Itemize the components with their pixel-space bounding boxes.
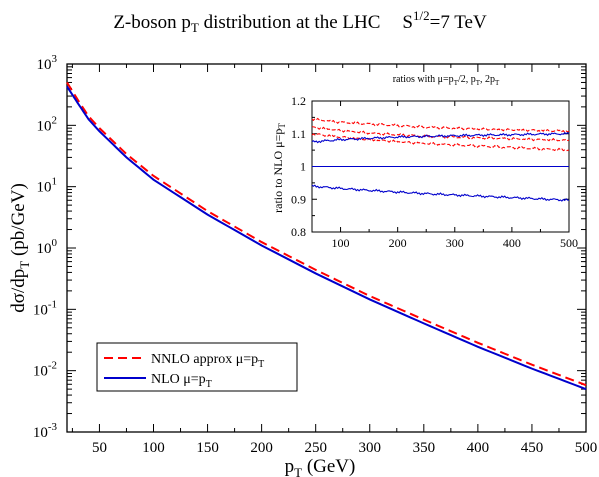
inset-x-tick-label: 200 xyxy=(389,236,407,250)
chart-title: Z-boson pT distribution at the LHC S1/2=7… xyxy=(113,8,487,35)
legend-box xyxy=(96,342,298,392)
legend-label-nlo: NLO μ=pT xyxy=(151,372,212,390)
inset-y-tick-label: 1.1 xyxy=(291,127,306,141)
inset-series-line xyxy=(311,131,570,144)
inset-series-line xyxy=(311,184,570,202)
y-tick-base: 10 xyxy=(37,241,52,257)
y-tick-base: 10 xyxy=(37,118,52,134)
y-tick-exp: 3 xyxy=(52,53,58,65)
inset-x-tick-label: 100 xyxy=(332,236,350,250)
y-tick-base: 10 xyxy=(37,180,52,196)
main-series-group xyxy=(66,81,587,391)
x-axis-label: pT (GeV) xyxy=(285,456,356,477)
x-tick-label: 300 xyxy=(359,440,382,456)
inset-y-tick-label: 1.2 xyxy=(291,94,306,108)
x-tick-label: 100 xyxy=(142,440,165,456)
y-tick-exp: -2 xyxy=(48,360,57,372)
series-nnlo-line xyxy=(66,81,587,387)
x-tick-label: 150 xyxy=(196,440,219,456)
x-tick-label: 400 xyxy=(467,440,490,456)
y-tick-exp: 0 xyxy=(52,237,58,249)
inset-series-line xyxy=(311,117,570,134)
inset-series-line xyxy=(311,132,570,152)
inset-plot: ratios with μ=pT/2, pT, 2pT ratio to NLO… xyxy=(271,74,578,250)
inset-x-tick-label: 500 xyxy=(560,236,578,250)
series-nlo-line xyxy=(66,85,587,391)
y-tick-label: 102 xyxy=(37,114,58,134)
y-tick-label: 101 xyxy=(37,176,58,196)
inset-y-axis-label: ratio to NLO μ=pT xyxy=(271,123,287,213)
y-tick-label: 103 xyxy=(37,53,58,73)
y-axis-label: dσ/dpT (pb/GeV) xyxy=(8,183,32,313)
inset-y-tick-label: 1 xyxy=(300,160,306,174)
y-tick-exp: -1 xyxy=(48,298,57,310)
y-tick-base: 10 xyxy=(33,364,48,380)
y-tick-exp: 2 xyxy=(52,114,58,126)
legend-label-nnlo: NNLO approx μ=pT xyxy=(151,352,264,370)
inset-x-tick-label: 400 xyxy=(503,236,521,250)
y-tick-base: 10 xyxy=(33,302,48,318)
y-tick-base: 10 xyxy=(33,425,48,441)
x-tick-label: 250 xyxy=(304,440,327,456)
x-tick-label: 50 xyxy=(92,440,107,456)
inset-title: ratios with μ=pT/2, pT, 2pT xyxy=(393,74,500,87)
y-tick-exp: 1 xyxy=(52,176,58,188)
inset-x-tick-label: 300 xyxy=(446,236,464,250)
x-tick-label: 500 xyxy=(575,440,598,456)
x-tick-label: 200 xyxy=(250,440,273,456)
y-tick-label: 10-2 xyxy=(33,360,57,380)
y-tick-exp: -3 xyxy=(48,421,58,433)
inset-y-tick-label: 0.9 xyxy=(291,192,306,206)
x-tick-label: 450 xyxy=(521,440,544,456)
y-tick-label: 10-3 xyxy=(33,421,58,441)
y-tick-label: 100 xyxy=(37,237,58,257)
y-tick-label: 10-1 xyxy=(33,298,57,318)
legend: NNLO approx μ=pT NLO μ=pT xyxy=(96,342,298,392)
main-axis-ticks: 50 100 150 200 250 300 350 400 450 50010-310-210-… xyxy=(33,53,597,456)
inset-y-tick-label: 0.8 xyxy=(291,225,306,239)
y-tick-base: 10 xyxy=(37,57,52,73)
inset-series-group xyxy=(311,117,570,202)
x-tick-label: 350 xyxy=(413,440,436,456)
inset-axis-ticks: 100 200 300 400 500 0.8 0.9 1 1.1 1.2 xyxy=(291,94,578,250)
